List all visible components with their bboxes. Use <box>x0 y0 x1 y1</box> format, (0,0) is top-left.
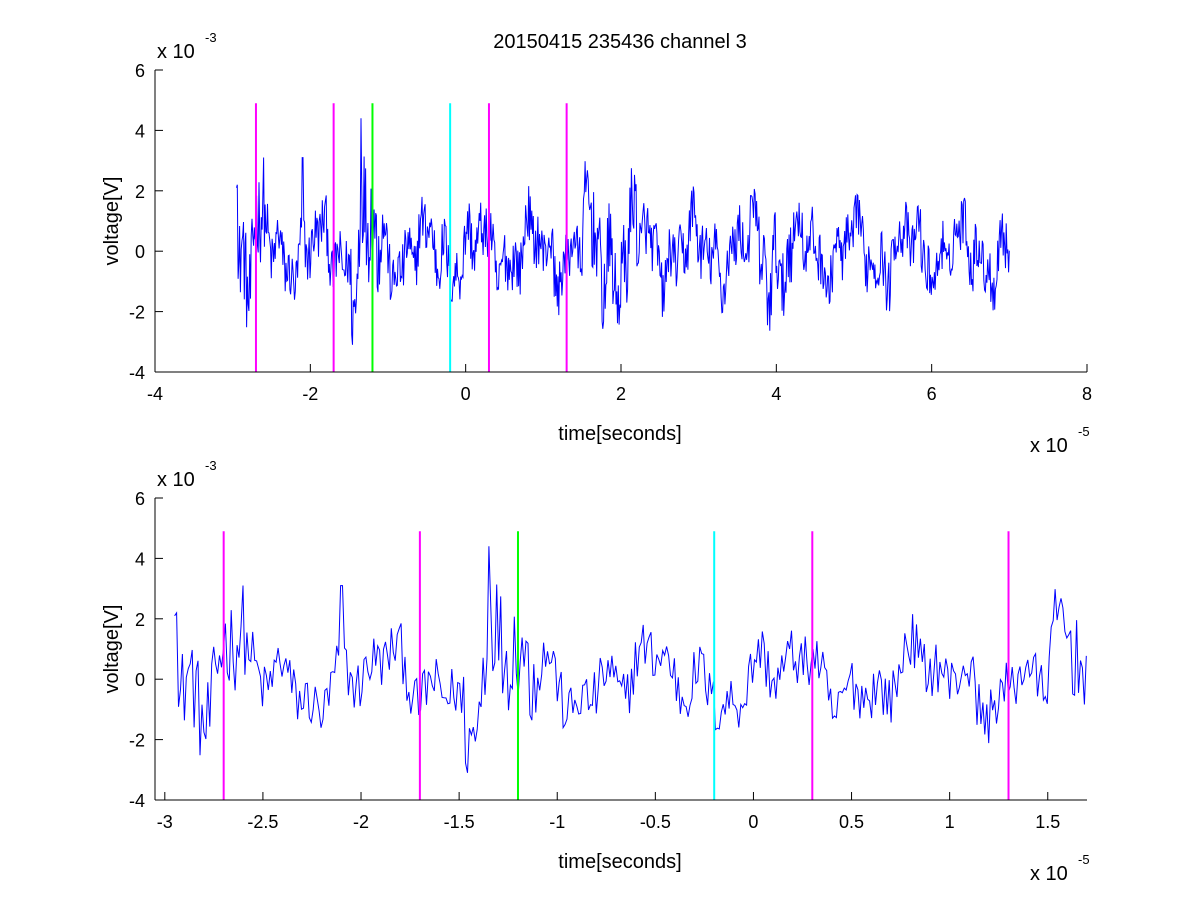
x-scale-exponent: -5 <box>1078 424 1090 439</box>
x-tick-label: -2 <box>302 384 318 404</box>
x-tick-label: -4 <box>147 384 163 404</box>
y-tick-label: 0 <box>135 242 145 262</box>
x-tick-label: 1.5 <box>1035 812 1060 832</box>
x-tick-label: 4 <box>771 384 781 404</box>
y-scale-exponent: -3 <box>205 30 217 45</box>
x-tick-label: 8 <box>1082 384 1092 404</box>
y-tick-label: 4 <box>135 121 145 141</box>
x-tick-label: 0 <box>748 812 758 832</box>
y-scale-multiplier: x 10 <box>157 469 195 491</box>
x-tick-label: -2.5 <box>247 812 278 832</box>
y-tick-label: 0 <box>135 670 145 690</box>
y-tick-label: 2 <box>135 182 145 202</box>
x-tick-label: -1.5 <box>444 812 475 832</box>
y-tick-label: -2 <box>129 731 145 751</box>
y-tick-label: 6 <box>135 61 145 81</box>
y-scale-multiplier: x 10 <box>157 41 195 63</box>
x-tick-label: 2 <box>616 384 626 404</box>
x-tick-label: 0 <box>461 384 471 404</box>
y-tick-label: 6 <box>135 489 145 509</box>
signal-trace <box>174 546 1087 773</box>
y-axis-label: voltage[V] <box>101 177 123 266</box>
y-tick-label: -4 <box>129 791 145 811</box>
x-tick-label: 6 <box>927 384 937 404</box>
figure-title: 20150415 235436 channel 3 <box>493 31 747 53</box>
x-scale-exponent: -5 <box>1078 852 1090 867</box>
x-tick-label: -3 <box>157 812 173 832</box>
y-tick-label: 2 <box>135 610 145 630</box>
x-tick-label: -2 <box>353 812 369 832</box>
x-tick-label: -0.5 <box>640 812 671 832</box>
top-plot: -4 -2 0 2 4 6 8 -4 -2 0 2 4 6 time[seconds] voltage[V]… <box>101 30 1092 457</box>
x-scale-multiplier: x 10 <box>1030 435 1068 457</box>
x-axis-label: time[seconds] <box>558 851 681 873</box>
x-axis-label: time[seconds] <box>558 423 681 445</box>
bottom-plot: -3 -2.5 -2 -1.5 -1 -0.5 0 0.5 1 1.5 -4 -2 0 2 4 6 time[s… <box>101 458 1090 885</box>
y-scale-exponent: -3 <box>205 458 217 473</box>
x-tick-label: 0.5 <box>839 812 864 832</box>
x-tick-label: 1 <box>945 812 955 832</box>
y-axis-label: voltage[V] <box>101 605 123 694</box>
y-tick-label: -2 <box>129 303 145 323</box>
y-tick-label: -4 <box>129 363 145 383</box>
signal-trace <box>236 118 1010 345</box>
y-tick-label: 4 <box>135 549 145 569</box>
x-scale-multiplier: x 10 <box>1030 863 1068 885</box>
x-tick-label: -1 <box>549 812 565 832</box>
